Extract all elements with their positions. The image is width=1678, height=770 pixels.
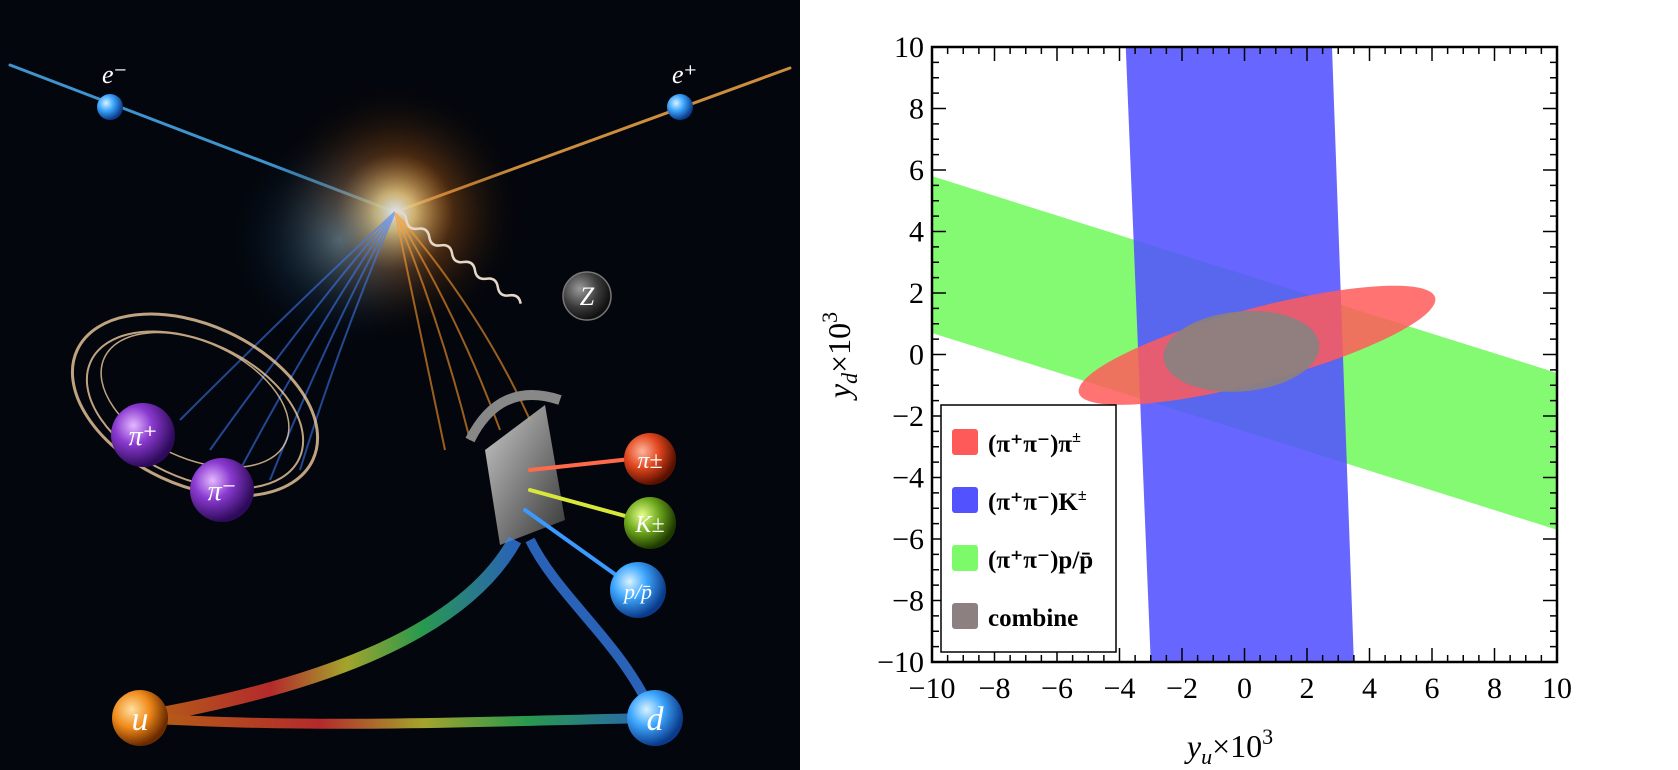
legend-swatch-p-pbar xyxy=(952,545,978,571)
legend-label-pion: (π⁺π⁻)π± xyxy=(988,429,1081,458)
y-axis-label: yd×103 xyxy=(817,312,862,401)
x-tick-label: −4 xyxy=(1104,672,1136,705)
x-axis-label: yu×103 xyxy=(1184,724,1273,769)
up-quark-label: u xyxy=(132,701,149,738)
y-tick-label: −6 xyxy=(892,523,924,556)
particle-pi-plus: π⁺ xyxy=(111,403,175,467)
x-tick-label: 4 xyxy=(1362,672,1377,705)
legend-swatch-combine xyxy=(952,603,978,629)
plot-frame xyxy=(930,45,1559,664)
x-tick-label: 10 xyxy=(1542,672,1572,705)
legend-entry-kaon: (π⁺π⁻)K± xyxy=(952,487,1087,516)
particle-kaon-charged: K± xyxy=(624,497,676,549)
contour-chart: −10 −8 −6 −4 −2 0 2 4 6 8 10 −10 −8 −6 −4 −2 0 2 4 6 8 10 yu… xyxy=(800,0,1678,770)
legend-entry-pion: (π⁺π⁻)π± xyxy=(952,429,1081,458)
particle-pion-charged: π± xyxy=(624,433,676,485)
legend-swatch-kaon xyxy=(952,487,978,513)
legend-entry-combine: combine xyxy=(952,603,1078,632)
y-tick-labels: −10 −8 −6 −4 −2 0 2 4 6 8 10 xyxy=(877,31,924,679)
quark-streams xyxy=(138,536,660,729)
z-label: Z xyxy=(580,282,595,311)
y-tick-label: −2 xyxy=(892,400,924,433)
legend-label-kaon: (π⁺π⁻)K± xyxy=(988,487,1087,516)
jet-fan-blue xyxy=(179,211,396,481)
particle-pi-minus: π⁻ xyxy=(190,458,254,522)
pi-minus-label: π⁻ xyxy=(208,476,237,507)
x-tick-labels: −10 −8 −6 −4 −2 0 2 4 6 8 10 xyxy=(909,672,1572,705)
prism-detector xyxy=(465,390,565,545)
legend-swatch-pion xyxy=(952,429,978,455)
y-tick-label: 2 xyxy=(909,277,924,310)
x-tick-label: −8 xyxy=(979,672,1011,705)
proton-label: p/p̄ xyxy=(622,579,652,604)
legend: (π⁺π⁻)π± (π⁺π⁻)K± (π⁺π⁻)p/p̄ combine xyxy=(940,404,1117,653)
y-tick-label: 8 xyxy=(909,93,924,126)
legend-entry-p-pbar: (π⁺π⁻)p/p̄ xyxy=(952,545,1093,574)
z-boson-wave xyxy=(394,210,522,304)
region-combine xyxy=(1163,311,1320,392)
y-tick-label: 0 xyxy=(909,339,924,372)
y-tick-label: 4 xyxy=(909,216,924,249)
particle-up-quark: u xyxy=(112,690,168,746)
y-tick-label: −10 xyxy=(877,646,924,679)
pi-plus-label: π⁺ xyxy=(129,421,158,452)
particle-z: Z xyxy=(562,271,612,321)
x-tick-label: 2 xyxy=(1300,672,1315,705)
x-tick-label: 8 xyxy=(1487,672,1502,705)
pion-charged-label: π± xyxy=(637,448,662,474)
physics-illustration: e⁻ e⁺ Z π⁺ π⁻ π± K± p/p̄ u d xyxy=(0,0,800,770)
y-tick-label: −4 xyxy=(892,462,924,495)
pion-orbits xyxy=(70,312,320,498)
particle-proton: p/p̄ xyxy=(610,562,666,618)
kaon-charged-label: K± xyxy=(634,512,664,538)
particle-positron: e⁺ xyxy=(667,60,697,120)
x-tick-label: −10 xyxy=(909,672,956,705)
electron-label: e⁻ xyxy=(102,60,127,89)
legend-label-p-pbar: (π⁺π⁻)p/p̄ xyxy=(988,547,1093,574)
x-tick-label: −6 xyxy=(1041,672,1073,705)
y-tick-label: −8 xyxy=(892,585,924,618)
hadron-rays xyxy=(523,456,642,587)
particle-electron: e⁻ xyxy=(97,60,127,120)
legend-label-combine: combine xyxy=(988,605,1078,632)
down-quark-label: d xyxy=(647,701,665,738)
y-tick-label: 10 xyxy=(894,31,924,64)
x-tick-label: −2 xyxy=(1166,672,1198,705)
particle-down-quark: d xyxy=(627,690,683,746)
x-tick-label: 0 xyxy=(1237,672,1252,705)
x-tick-label: 6 xyxy=(1425,672,1440,705)
y-tick-label: 6 xyxy=(909,154,924,187)
positron-label: e⁺ xyxy=(672,60,697,89)
